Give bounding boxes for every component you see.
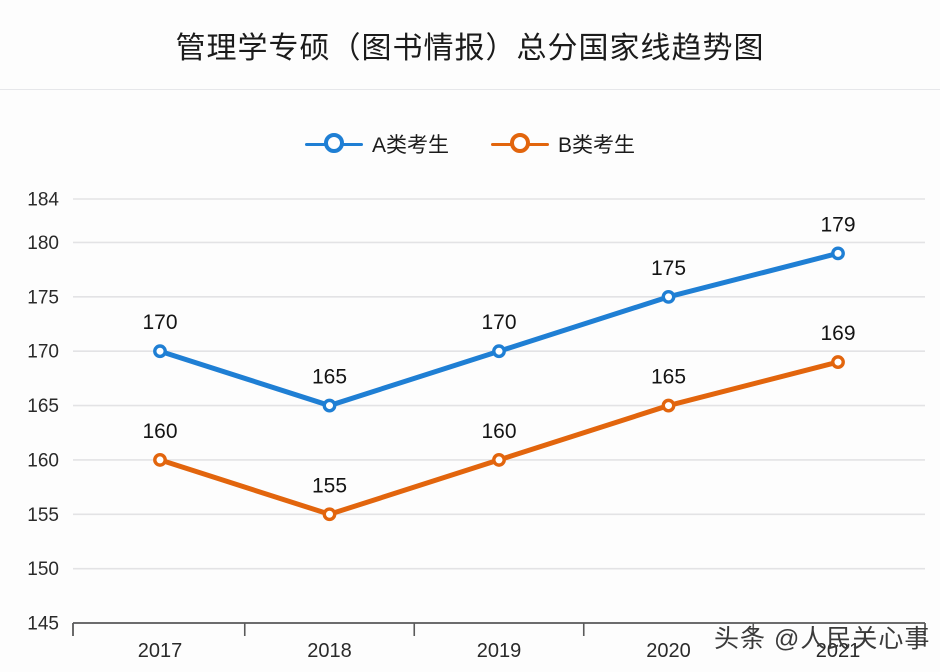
data-point-label: 175 — [651, 257, 686, 280]
line-chart: 184 180 175 170 165 160 155 150 145 2017 2018 2019… — [27, 190, 926, 662]
y-axis-tick-label: 165 — [27, 396, 59, 417]
legend-marker-icon-a — [304, 133, 363, 155]
legend-item-series-a[interactable]: A类考生 — [304, 129, 449, 159]
y-axis-tick-label: 150 — [27, 559, 59, 580]
x-axis-tick-label: 2018 — [307, 640, 352, 662]
data-point-label: 160 — [481, 420, 516, 443]
data-point-marker[interactable] — [831, 246, 845, 261]
data-point-marker[interactable] — [492, 344, 506, 359]
data-point-label: 165 — [651, 366, 686, 389]
data-point-label: 169 — [820, 322, 855, 345]
x-axis-tick-label: 2019 — [477, 640, 522, 662]
y-axis-tick-label: 155 — [27, 505, 59, 526]
chart-title-bar: 管理学专硕（图书情报）总分国家线趋势图 — [0, 0, 940, 90]
data-point-marker[interactable] — [153, 344, 167, 359]
series-group — [153, 246, 845, 522]
data-point-label: 170 — [142, 311, 177, 334]
x-axis-group: 2017 2018 2019 2020 2021 — [72, 622, 926, 662]
data-point-marker[interactable] — [831, 355, 845, 369]
legend-label-series-b: B类考生 — [558, 134, 636, 157]
data-point-marker[interactable] — [322, 398, 337, 413]
y-axis-tick-label: 160 — [27, 450, 59, 471]
data-point-label: 155 — [312, 474, 347, 497]
x-axis-tick-label: 2017 — [138, 640, 183, 662]
y-axis-tick-label: 175 — [27, 287, 59, 308]
data-point-marker[interactable] — [661, 289, 676, 304]
x-axis-tick-label: 2020 — [646, 640, 691, 662]
y-axis-tick-label: 184 — [27, 190, 59, 211]
watermark-text: 头条 @人民关心事 — [714, 625, 931, 653]
y-axis-tick-label: 145 — [27, 614, 59, 635]
data-point-label: 179 — [820, 213, 855, 236]
page-title: 管理学专硕（图书情报）总分国家线趋势图 — [175, 32, 765, 65]
y-axis-tick-label: 180 — [27, 233, 59, 254]
data-point-marker[interactable] — [153, 453, 167, 467]
chart-plot-area: 184 180 175 170 165 160 155 150 145 2017 2018 2019… — [0, 170, 940, 672]
data-point-marker[interactable] — [322, 507, 337, 522]
data-point-label: 165 — [312, 366, 347, 389]
y-axis-tick-label: 170 — [27, 342, 59, 363]
data-point-label: 170 — [481, 311, 516, 334]
point-labels-group: 170 165 170 175 179 160 155 160 165 169 — [142, 213, 855, 497]
data-point-marker[interactable] — [661, 398, 676, 413]
data-point-marker[interactable] — [492, 453, 506, 467]
legend-label-series-a: A类考生 — [371, 134, 449, 157]
y-axis-ticks-group: 184 180 175 170 165 160 155 150 145 — [27, 190, 59, 635]
chart-legend: A类考生 B类考生 — [0, 118, 940, 170]
legend-item-series-b[interactable]: B类考生 — [491, 129, 635, 159]
data-point-label: 160 — [142, 420, 177, 443]
title-divider — [0, 89, 940, 90]
x-axis-tick-label: 2021 — [816, 640, 861, 662]
legend-marker-icon-b — [491, 133, 549, 155]
